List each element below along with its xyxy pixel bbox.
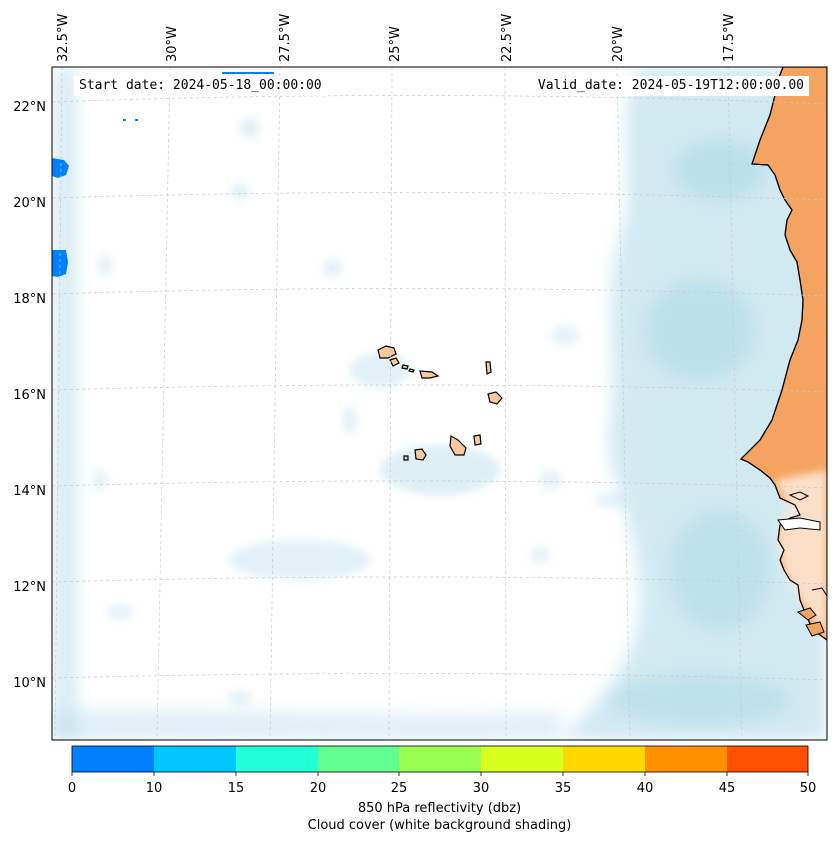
lat-label: 14°N — [13, 484, 46, 499]
colorbar-segment — [72, 746, 154, 772]
lon-label: 22.5°W — [500, 14, 515, 62]
lat-label: 22°N — [13, 100, 46, 115]
cloud-cover — [52, 67, 827, 740]
colorbar-label: 850 hPa reflectivity (dbz) — [357, 801, 522, 816]
colorbar-segment — [154, 746, 236, 772]
colorbar-outline — [71, 745, 809, 773]
lon-label: 27.5°W — [278, 14, 293, 62]
reflectivity-patches — [52, 72, 274, 277]
colorbar-sublabel: Cloud cover (white background shading) — [307, 818, 572, 833]
africa-land — [739, 67, 827, 641]
valid-date-label: Valid_date: 2024-05-19T12:00:00.00 — [532, 76, 809, 96]
lon-label: 32.5°W — [56, 14, 71, 62]
start-date-label: Start date: 2024-05-18_00:00:00 — [74, 76, 327, 96]
lat-label: 18°N — [13, 292, 46, 307]
colorbar-tick: 10 — [146, 781, 163, 796]
lon-label: 25°W — [388, 26, 403, 62]
lon-label: 30°W — [165, 26, 180, 62]
colorbar-tick: 35 — [555, 781, 572, 796]
colorbar-segment — [563, 746, 645, 772]
colorbar-segment — [727, 746, 808, 772]
latitude-labels: 22°N 20°N 18°N 16°N 14°N 12°N 10°N — [13, 100, 46, 691]
map-border — [51, 66, 828, 741]
colorbar-segment — [645, 746, 727, 772]
colorbar-tick: 15 — [228, 781, 245, 796]
lon-label: 17.5°W — [722, 14, 737, 62]
longitude-labels: 32.5°W 30°W 27.5°W 25°W 22.5°W 20°W 17.5… — [56, 14, 737, 62]
colorbar-segment — [481, 746, 563, 772]
lat-label: 12°N — [13, 580, 46, 595]
lat-label: 16°N — [13, 388, 46, 403]
colorbar-tick: 25 — [391, 781, 408, 796]
colorbar-tick: 40 — [637, 781, 654, 796]
lat-label: 20°N — [13, 196, 46, 211]
colorbar-tick: 50 — [800, 781, 817, 796]
colorbar-segment — [318, 746, 399, 772]
colorbar-tick: 30 — [473, 781, 490, 796]
colorbar: 0 10 15 20 25 30 35 40 45 50 — [68, 745, 817, 796]
colorbar-tick: 20 — [310, 781, 327, 796]
colorbar-tick: 0 — [68, 781, 76, 796]
colorbar-tick: 45 — [719, 781, 736, 796]
lat-label: 10°N — [13, 676, 46, 691]
colorbar-segment — [399, 746, 481, 772]
lon-label: 20°W — [611, 26, 626, 62]
gridlines — [52, 67, 827, 740]
cape-verde-islands — [377, 345, 503, 461]
colorbar-segment — [236, 746, 318, 772]
